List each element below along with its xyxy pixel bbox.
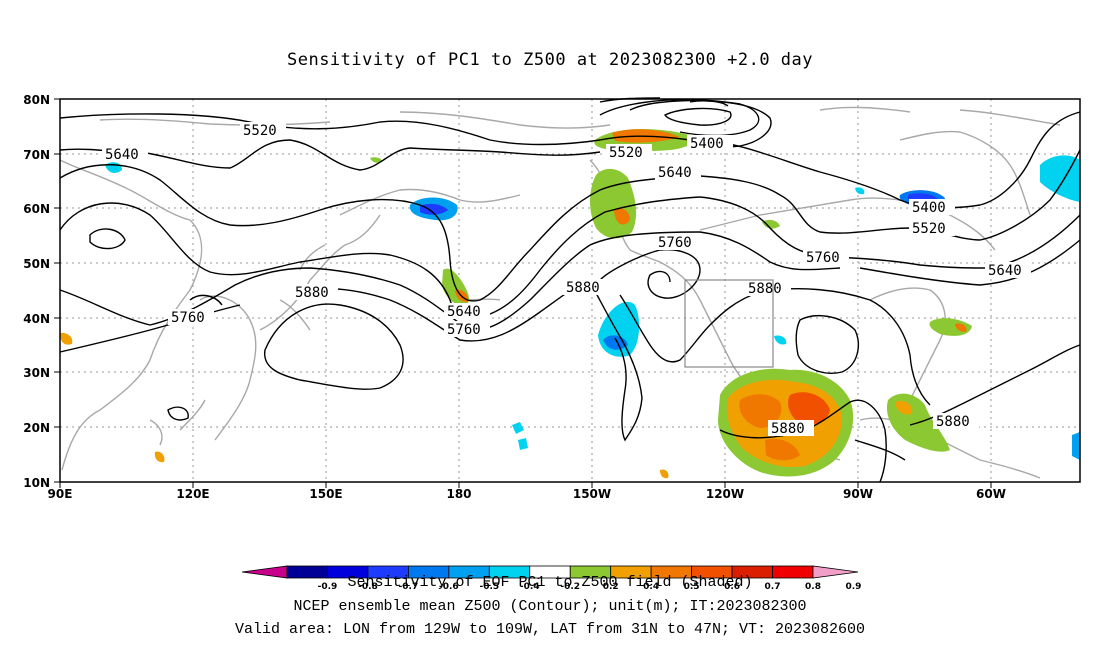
colorbar-tick-label: 0.6	[724, 582, 740, 592]
contour-label: 5400	[690, 136, 724, 152]
colorbar-swatches	[241, 565, 859, 579]
contour-label: 5880	[771, 421, 805, 437]
y-tick-label: 30N	[23, 366, 50, 380]
contour-label: 5880	[295, 285, 329, 301]
contour-label: 5640	[988, 263, 1022, 279]
y-tick-label: 20N	[23, 421, 50, 435]
x-tick-label: 60W	[976, 487, 1006, 501]
contour-label: 5880	[566, 280, 600, 296]
tick-marks	[54, 98, 992, 488]
y-tick-label: 80N	[23, 93, 50, 107]
contour-label: 5520	[609, 145, 643, 161]
valid-area-box	[684, 279, 774, 368]
negative-sensitivity-region	[774, 335, 787, 345]
positive-sensitivity-region	[765, 438, 800, 461]
contour-label: 5640	[658, 165, 692, 181]
colorbar-tick-label: -0.2	[560, 582, 580, 592]
colorbar-swatch	[812, 565, 859, 579]
positive-sensitivity-region	[370, 157, 382, 163]
negative-sensitivity-region	[1040, 155, 1080, 202]
positive-sensitivity-region	[154, 451, 165, 463]
positive-sensitivity-region	[739, 394, 782, 428]
colorbar-tick-label: 0.8	[805, 582, 821, 592]
colorbar-label: Sensitivity of EOF PC1 to Z500 field (Sh…	[347, 574, 753, 591]
negative-sensitivity-region	[1072, 432, 1080, 460]
negative-sensitivity-region	[855, 187, 865, 195]
colorbar-tick-label: 0.5	[684, 582, 700, 592]
footer-valid-area: Valid area: LON from 129W to 109W, LAT f…	[234, 621, 866, 638]
colorbar-tick-label: -0.6	[439, 582, 459, 592]
negative-sensitivity-region	[518, 438, 528, 450]
positive-sensitivity-region	[762, 219, 780, 229]
y-tick-label: 60N	[23, 202, 50, 216]
positive-sensitivity-region	[895, 400, 913, 415]
contour-label: 5520	[243, 123, 277, 139]
x-tick-label: 150W	[573, 487, 611, 501]
x-axis-labels: 90E 120E 150E 180 150W 120W 90W 60W	[48, 487, 1006, 501]
contour-label: 5640	[105, 147, 139, 163]
map-frame	[59, 98, 1081, 483]
chart-title: Sensitivity of PC1 to Z500 at 2023082300…	[286, 50, 813, 70]
colorbar-tick-label: -0.4	[520, 582, 540, 592]
x-tick-label: 90E	[48, 487, 73, 501]
colorbar-tick-label: 0.7	[765, 582, 781, 592]
contour-label: 5760	[658, 235, 692, 251]
y-tick-label: 10N	[23, 476, 50, 490]
contour-label: 5400	[912, 200, 946, 216]
positive-sensitivity-region	[60, 332, 73, 345]
contour-label: 5880	[936, 414, 970, 430]
contour-label: 5760	[806, 250, 840, 266]
negative-sensitivity-region	[420, 203, 448, 215]
y-tick-label: 70N	[23, 148, 50, 162]
positive-sensitivity-region	[614, 208, 630, 225]
positive-sensitivity-region	[929, 318, 972, 336]
y-tick-label: 50N	[23, 257, 50, 271]
contour-label: 5760	[171, 310, 205, 326]
colorbar-tick-label: -0.8	[358, 582, 378, 592]
colorbar-tick-label: -0.9	[318, 582, 338, 592]
x-tick-label: 150E	[309, 487, 342, 501]
colorbar-tick-label: 0.4	[643, 582, 659, 592]
negative-sensitivity-region	[512, 422, 524, 434]
x-tick-label: 120E	[176, 487, 209, 501]
positive-sensitivity-region	[660, 469, 669, 479]
positive-sensitivity-region	[788, 392, 830, 425]
grid-lines	[60, 99, 1080, 482]
y-axis-labels: 80N 70N 60N 50N 40N 30N 20N 10N	[23, 93, 50, 490]
positive-sensitivity-region	[955, 323, 967, 332]
colorbar-ticks: -0.9 -0.8 -0.7 -0.6 -0.5 -0.4 -0.2 0.2 0.4 0.5 0.6…	[318, 582, 862, 592]
contour-labels: 5520 5640 5400 5520 5640 5400 5520 5760 …	[102, 122, 1031, 437]
footer-contour-info: NCEP ensemble mean Z500 (Contour); unit(…	[293, 598, 807, 615]
contour-label: 5640	[447, 304, 481, 320]
contour-label: 5520	[912, 221, 946, 237]
contour-label: 5760	[447, 322, 481, 338]
colorbar-tick-label: 0.9	[845, 582, 861, 592]
x-tick-label: 90W	[843, 487, 873, 501]
colorbar-tick-label: -0.5	[479, 582, 499, 592]
x-tick-label: 120W	[706, 487, 744, 501]
colorbar-tick-label: -0.7	[399, 582, 419, 592]
colorbar-tick-label: 0.2	[603, 582, 619, 592]
y-tick-label: 40N	[23, 312, 50, 326]
x-tick-label: 180	[446, 487, 471, 501]
